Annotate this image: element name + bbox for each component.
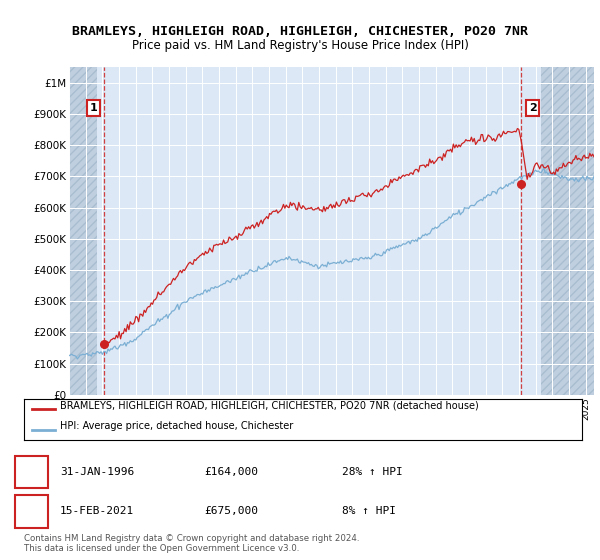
Text: 2: 2	[529, 103, 536, 113]
Text: BRAMLEYS, HIGHLEIGH ROAD, HIGHLEIGH, CHICHESTER, PO20 7NR (detached house): BRAMLEYS, HIGHLEIGH ROAD, HIGHLEIGH, CHI…	[60, 400, 479, 410]
Text: 15-FEB-2021: 15-FEB-2021	[60, 506, 134, 516]
Text: 2: 2	[28, 506, 35, 516]
Bar	[541, 67, 594, 395]
Text: Contains HM Land Registry data © Crown copyright and database right 2024.
This d: Contains HM Land Registry data © Crown c…	[24, 534, 359, 553]
Text: 1: 1	[28, 467, 35, 477]
Text: Price paid vs. HM Land Registry's House Price Index (HPI): Price paid vs. HM Land Registry's House …	[131, 39, 469, 52]
Text: 8% ↑ HPI: 8% ↑ HPI	[342, 506, 396, 516]
Text: £675,000: £675,000	[204, 506, 258, 516]
Text: 1: 1	[90, 103, 98, 113]
Text: HPI: Average price, detached house, Chichester: HPI: Average price, detached house, Chic…	[60, 421, 293, 431]
Text: 31-JAN-1996: 31-JAN-1996	[60, 467, 134, 477]
Text: 28% ↑ HPI: 28% ↑ HPI	[342, 467, 403, 477]
Text: £164,000: £164,000	[204, 467, 258, 477]
Text: BRAMLEYS, HIGHLEIGH ROAD, HIGHLEIGH, CHICHESTER, PO20 7NR: BRAMLEYS, HIGHLEIGH ROAD, HIGHLEIGH, CHI…	[72, 25, 528, 38]
Bar	[69, 67, 97, 395]
